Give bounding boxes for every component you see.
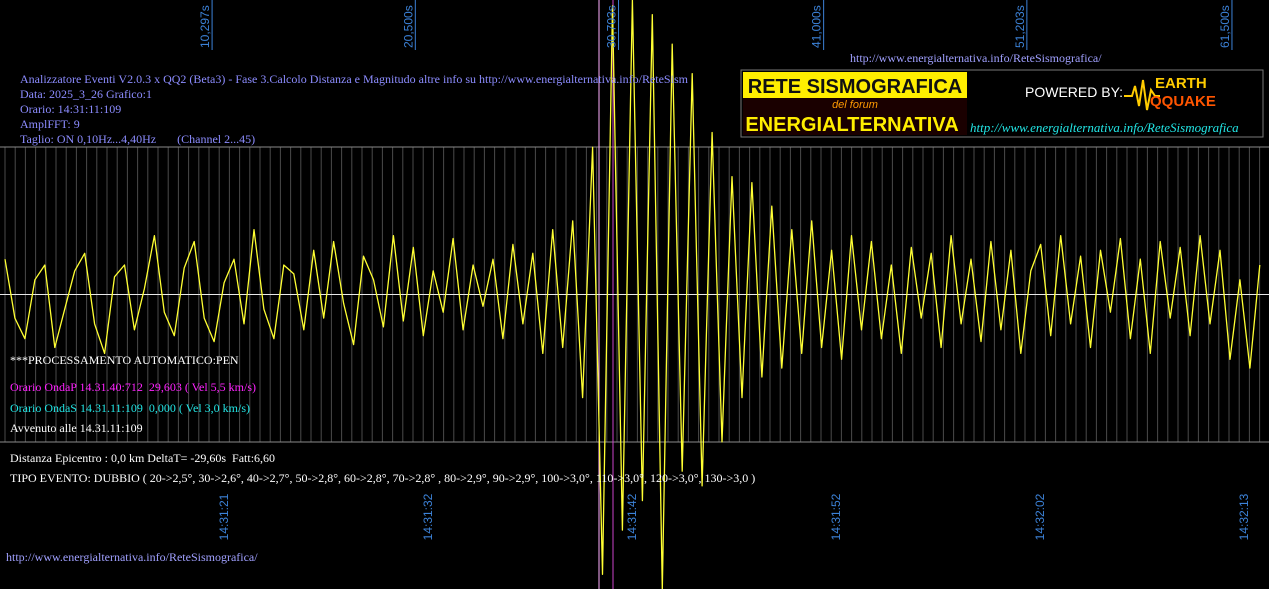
- x-tick-label: 10,297s: [198, 5, 212, 48]
- logo-powered: POWERED BY:: [1025, 84, 1123, 100]
- tipo-evento: TIPO EVENTO: DUBBIO ( 20->2,5°, 30->2,6°…: [10, 471, 755, 485]
- logo-title: RETE SISMOGRAFICA: [748, 76, 962, 98]
- info-line: AmplFFT: 9: [20, 117, 80, 131]
- onda-p: Orario OndaP 14.31.40:712 29,603 ( Vel 5…: [10, 380, 256, 394]
- time-tick-label: 14:31:32: [421, 493, 435, 540]
- x-tick-label: 20,500s: [401, 5, 415, 48]
- logo-band: [743, 72, 967, 98]
- axes: 10,297s 20,500s 30,703s 41,000s 51,203s 61,50…: [198, 0, 1251, 540]
- logo-quake: QQUAKE: [1150, 93, 1216, 110]
- time-tick-label: 14:32:02: [1033, 493, 1047, 540]
- processing: ***PROCESSAMENTO AUTOMATICO:PEN: [10, 353, 239, 367]
- logo-url: http://www.energialternativa.info/ReteSi…: [970, 120, 1239, 135]
- logo: RETE SISMOGRAFICA del forum ENERGIALTERN…: [740, 69, 1264, 138]
- logo-icon: [1124, 79, 1160, 111]
- onda-s: Orario OndaS 14.31.11:109 0,000 ( Vel 3,…: [10, 401, 250, 415]
- time-tick-label: 14:32:13: [1237, 493, 1251, 540]
- logo-earth: EARTH: [1155, 75, 1207, 92]
- time-tick-label: 14:31:52: [829, 493, 843, 540]
- x-tick-label: 51,203s: [1013, 5, 1027, 48]
- logo-subtitle: del forum: [832, 99, 878, 111]
- avvenuto: Avvenuto alle 14.31.11:109: [10, 421, 143, 435]
- info-line: Orario: 14:31:11:109: [20, 102, 121, 116]
- x-tick-label: 61,500s: [1218, 5, 1232, 48]
- info-line: Data: 2025_3_26 Grafico:1: [20, 87, 152, 101]
- footer-url: http://www.energialternativa.info/ReteSi…: [6, 550, 258, 564]
- info-line: Analizzatore Eventi V2.0.3 x QQ2 (Beta3)…: [20, 72, 689, 86]
- logo-band: [743, 98, 967, 135]
- header-url: http://www.energialternativa.info/ReteSi…: [850, 51, 1102, 65]
- time-tick-label: 14:31:42: [625, 493, 639, 540]
- x-tick-label: 41,000s: [810, 5, 824, 48]
- distanza: Distanza Epicentro : 0,0 km DeltaT= -29,…: [10, 451, 275, 465]
- info-line: Taglio: ON 0,10Hz...4,40Hz (Channel 2...…: [20, 132, 255, 146]
- logo-name: ENERGIALTERNATIVA: [745, 114, 958, 136]
- time-tick-label: 14:31:21: [217, 493, 231, 540]
- waveform: [4, 0, 1261, 589]
- x-tick-label: 30,703s: [605, 5, 619, 48]
